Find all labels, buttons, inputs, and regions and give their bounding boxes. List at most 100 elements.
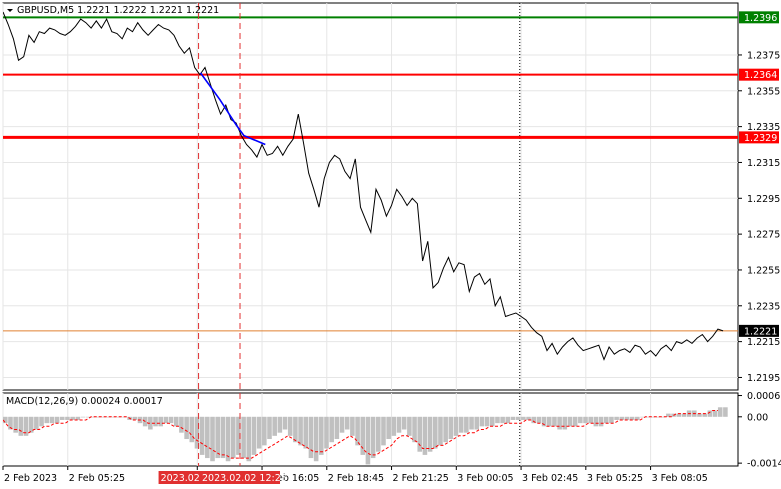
macd-bar [500,416,505,424]
macd-bar [531,416,537,424]
macd-bar [567,416,573,427]
level-tag-bg [739,131,779,144]
macd-bar [432,416,438,449]
x-tick-label: 3 Feb 00:05 [457,473,513,484]
level-tag-label: 1.2221 [744,326,777,337]
level-tag-label: 1.2329 [744,133,777,144]
macd-bar [277,416,283,433]
y-tick-label: 1.2295 [747,194,780,205]
macd-bar [230,416,236,459]
macd-bar [401,416,407,430]
vertical-marker-tag-bg [158,471,203,484]
price-levels [3,16,738,332]
macd-bar [697,413,702,417]
vertical-marker-tag-label: 2023.02.02 ... [161,473,227,484]
macd-bar [199,416,205,455]
y-tick-label: 1.2315 [747,158,780,169]
macd-bar [381,416,386,446]
macd-bar [598,416,604,427]
macd-bar [184,416,189,440]
macd-bar [65,416,70,420]
trend-line [199,72,266,146]
macd-bar [267,416,272,440]
macd-bar [526,416,531,420]
macd-bar [34,416,39,430]
macd-bar [262,416,267,446]
macd-bar [173,416,179,427]
symbol-dropdown-icon[interactable] [7,9,13,12]
macd-bar [396,416,402,433]
x-tick-label: 2 Feb 05:25 [69,473,125,484]
macd-bar [412,416,417,443]
macd-bar [546,416,552,427]
level-tag-bg [739,68,779,81]
macd-bar [474,416,480,430]
macd-bar [220,416,226,459]
macd-bar [319,416,324,455]
macd-bar [350,416,355,436]
macd-bar [49,416,55,424]
macd-bar [293,416,298,443]
macd-bar [210,416,215,462]
macd-bar [334,416,340,440]
macd-bar [376,416,381,452]
macd-bar [702,413,707,417]
main-y-axis: 1.2375 1.2355 1.2335 1.2315 1.2295 1.2275 1.22… [738,50,780,384]
chart-title: GBPUSD,M5 1.2221 1.2222 1.2221 1.2221 [17,5,219,16]
main-plot-frame [2,2,739,391]
macd-bar [236,416,241,455]
macd-bar [407,416,412,436]
macd-bar [541,416,547,427]
macd-bar [681,413,687,417]
macd-bar [515,416,521,420]
x-tick-label: 2 Feb 18:45 [328,473,384,484]
y-tick-label: 1.2235 [747,301,780,312]
macd-bar [479,416,485,427]
macd-bar [28,416,34,433]
macd-bar [386,416,391,440]
macd-bar [391,416,397,436]
macd-bar [91,416,96,418]
macd-bar [256,416,262,449]
macd-bar [54,416,60,424]
macd-bar [676,413,682,417]
macd-bar [552,416,557,427]
macd-bar [225,416,231,462]
macd-y-tick-label: -0.00146 [747,459,781,470]
macd-bar [194,416,200,449]
macd-bar [339,416,345,433]
x-tick-label: 3 Feb 02:45 [522,473,578,484]
vertical-marker-tag-label: 2023.02.02 12:25 [202,473,287,484]
macd-bar [723,407,728,417]
vertical-marker-tag-bg [200,471,281,484]
macd-bar [251,416,257,455]
level-tag-label: 1.2396 [744,13,777,24]
macd-bar [8,416,13,430]
macd-bar [13,416,18,433]
macd-y-axis: 0.00067 0.00 -0.00146 [738,391,781,470]
macd-bar [308,416,314,459]
macd-bar [365,416,371,465]
macd-bar [39,416,44,427]
macd-bar [18,416,24,436]
macd-bar [96,416,101,418]
macd-bar [619,416,625,420]
vertical-marker-tags: 2023.02.02 ...2023.02.02 12:25 [158,471,287,484]
price-line [3,11,724,361]
macd-bar [298,416,303,446]
macd-bar [712,410,718,417]
macd-bar [650,416,656,418]
macd-bar [329,416,334,443]
macd-bar [370,416,376,459]
macd-histogram [3,407,728,465]
main-grid [2,3,738,390]
y-tick-label: 1.2255 [747,265,780,276]
macd-bar [614,416,619,420]
macd-bar [23,416,29,436]
macd-bar [163,416,169,424]
macd-bar [422,416,428,455]
macd-bar [572,416,578,427]
y-tick-label: 1.2355 [747,86,780,97]
macd-bar [70,416,75,420]
